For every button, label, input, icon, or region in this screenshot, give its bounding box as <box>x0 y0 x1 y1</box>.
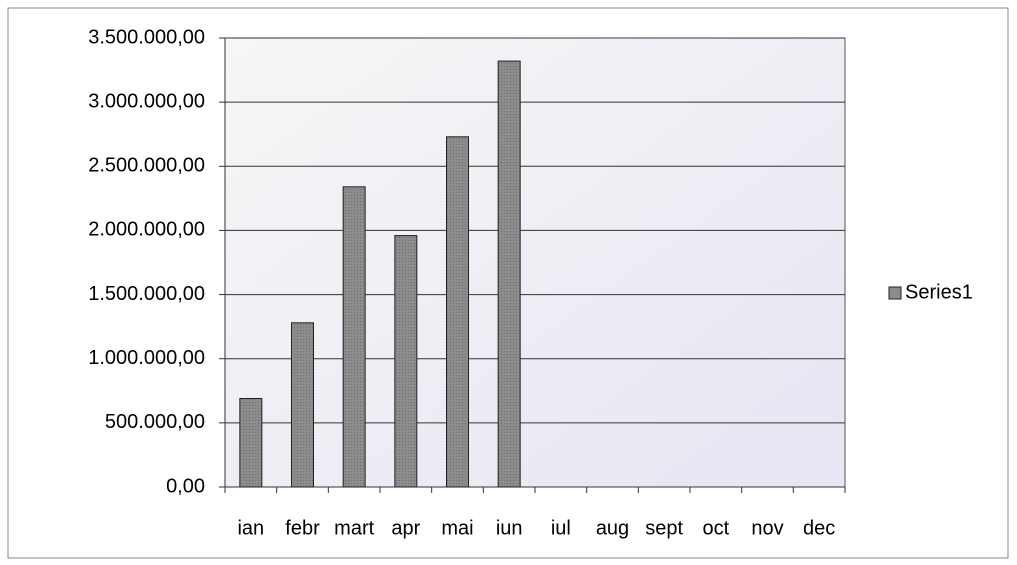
y-tick-label: 1.000.000,00 <box>88 347 205 369</box>
bar <box>239 397 263 488</box>
y-tick-label: 3.500.000,00 <box>88 26 205 48</box>
x-tick-label: aug <box>596 517 629 539</box>
legend-swatch <box>888 286 902 300</box>
x-tick-label: apr <box>391 517 420 539</box>
plot-area <box>224 37 846 488</box>
x-tick-label: nov <box>751 517 783 539</box>
x-tick-label: iul <box>551 517 571 539</box>
x-tick-label: iun <box>496 517 523 539</box>
x-tick-label: mart <box>334 517 374 539</box>
y-tick-label: 1.500.000,00 <box>88 283 205 305</box>
x-tick-label: dec <box>803 517 835 539</box>
legend-label: Series1 <box>905 281 973 303</box>
y-tick-label: 0,00 <box>166 475 205 497</box>
x-tick-label: febr <box>285 517 320 539</box>
bar <box>446 136 469 488</box>
y-tick-label: 500.000,00 <box>105 411 205 433</box>
bar <box>342 186 366 488</box>
y-tick-label: 2.500.000,00 <box>88 155 205 177</box>
y-tick-label: 2.000.000,00 <box>88 219 205 241</box>
x-tick-label: sept <box>645 517 683 539</box>
bar <box>291 322 314 488</box>
bar <box>497 60 521 488</box>
bar <box>394 235 418 488</box>
x-tick-label: oct <box>702 517 729 539</box>
x-tick-label: mai <box>441 517 473 539</box>
y-tick-label: 3.000.000,00 <box>88 90 205 112</box>
x-tick-label: ian <box>237 517 264 539</box>
